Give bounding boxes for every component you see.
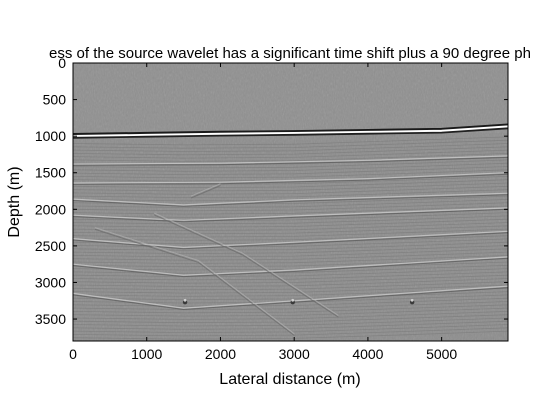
x-tick-label: 2000 <box>205 346 236 362</box>
point-diffractor <box>290 300 295 305</box>
fine-layer-line <box>73 235 508 245</box>
fine-layer-line <box>73 291 508 301</box>
dipping-event-shadow <box>190 185 221 199</box>
fine-layer-line <box>73 284 508 294</box>
fine-layer-line <box>73 261 508 271</box>
fine-layer-line <box>73 199 508 208</box>
fine-layer-line <box>73 162 508 172</box>
fine-layer-line <box>73 311 508 320</box>
x-tick-label: 0 <box>69 346 77 362</box>
reflector-line-shadow <box>73 257 508 278</box>
fine-layer-line <box>73 317 508 327</box>
fine-layer-line <box>73 182 508 192</box>
fine-layer-line <box>73 222 508 231</box>
seafloor-reflector-dark <box>73 123 508 136</box>
reflector-line <box>73 155 508 165</box>
y-tick-label: 1000 <box>35 128 66 144</box>
fine-layer-line <box>73 238 508 248</box>
plot-area <box>73 63 508 341</box>
y-tick-label: 500 <box>43 92 67 108</box>
fine-layer-line <box>73 301 508 310</box>
reflector-line-shadow <box>73 194 508 207</box>
fine-layer-line <box>73 271 508 281</box>
x-tick-label: 5000 <box>426 346 457 362</box>
point-diffractor <box>409 300 415 305</box>
fine-layer-line <box>73 195 508 205</box>
y-axis-label: Depth (m) <box>6 166 23 237</box>
x-tick-label: 4000 <box>352 346 383 362</box>
fine-layer-line <box>73 248 508 258</box>
fine-layer-line <box>73 225 508 235</box>
fine-layer-line <box>73 281 508 291</box>
reflector-line-shadow <box>73 232 508 250</box>
reflector-line <box>73 285 508 309</box>
reflector-line-shadow <box>73 173 508 185</box>
fine-layer-line <box>73 169 508 179</box>
fine-layer-line <box>73 251 508 261</box>
dipping-event-shadow <box>153 214 339 318</box>
x-axis-label: Lateral distance (m) <box>219 371 360 388</box>
fine-layer-line <box>73 189 508 199</box>
fine-layer-line <box>73 139 508 149</box>
fine-layer-line <box>73 185 508 195</box>
fine-layer-line <box>73 218 508 228</box>
reflector-line <box>73 256 508 276</box>
dipping-event <box>190 183 221 197</box>
fine-layer-line <box>73 314 508 324</box>
y-tick-label: 0 <box>58 55 66 71</box>
x-tick-label: 1000 <box>131 346 162 362</box>
fine-layer-line <box>73 143 508 152</box>
y-tick-label: 3500 <box>35 311 66 327</box>
point-diffractor-highlight <box>183 298 187 302</box>
y-tick-label: 3000 <box>35 274 66 290</box>
fine-layer-line <box>73 179 508 189</box>
reflector-line-shadow <box>73 287 508 311</box>
y-tick-label: 2500 <box>35 238 66 254</box>
fine-layer-line <box>73 215 508 225</box>
fine-layer-line <box>73 324 508 334</box>
seafloor-reflector-dark-lower <box>73 127 508 139</box>
reflector-line <box>73 172 508 184</box>
fine-layer-line <box>73 274 508 284</box>
fine-layer-line <box>73 228 508 238</box>
reflector-line <box>73 192 508 206</box>
reflector-line-shadow <box>73 208 508 223</box>
fine-layer-line <box>73 153 508 162</box>
fine-layer-line <box>73 202 508 212</box>
fine-layer-line <box>73 159 508 169</box>
fine-layer-line <box>73 320 508 330</box>
fine-layer-line <box>73 307 508 317</box>
fine-layer-line <box>73 278 508 287</box>
reflector-line-shadow <box>73 156 508 166</box>
point-diffractor <box>182 300 188 305</box>
fine-layer-line <box>73 205 508 215</box>
reflector-layer <box>73 123 508 340</box>
fine-layer-line <box>73 149 508 159</box>
dipping-event <box>153 212 339 316</box>
chart-title: ess of the source wavelet has a signific… <box>49 45 531 62</box>
seafloor-reflector-bright <box>73 125 508 138</box>
reflector-line <box>73 207 508 221</box>
point-diffractor-highlight <box>410 298 414 302</box>
axes-frame <box>72 62 509 342</box>
fine-layer-line <box>73 245 508 255</box>
y-axis-ticks: 0 500 1000 1500 2000 2500 3000 3500 <box>35 55 508 327</box>
point-diffractor-highlight <box>291 298 295 302</box>
fine-layer-line <box>73 146 508 156</box>
fine-layer-line <box>73 255 508 264</box>
y-tick-label: 1500 <box>35 165 66 181</box>
fine-layer-line <box>73 136 508 146</box>
y-tick-label: 2000 <box>35 201 66 217</box>
dipping-event-shadow <box>94 228 295 336</box>
fine-layer-line <box>73 166 508 176</box>
fine-layer-line <box>73 268 508 278</box>
dipping-event <box>94 227 295 335</box>
fine-layer-line <box>73 304 508 314</box>
fine-layer-line <box>73 241 508 251</box>
x-axis-ticks: 0 1000 2000 3000 4000 5000 <box>69 63 457 362</box>
reflector-line <box>73 230 508 249</box>
x-tick-label: 3000 <box>279 346 310 362</box>
fine-layer-line <box>73 297 508 307</box>
